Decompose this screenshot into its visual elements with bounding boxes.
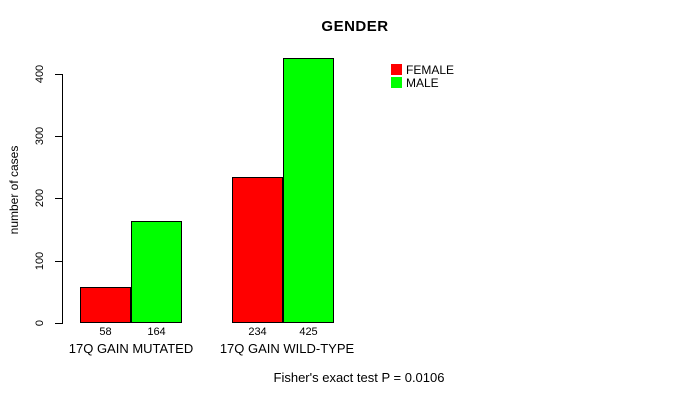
legend-label-male: MALE <box>406 76 439 90</box>
bar-female-2 <box>232 177 283 323</box>
y-tick-label: 300 <box>34 126 46 146</box>
bar-female-1 <box>80 287 131 323</box>
y-axis-title: number of cases <box>7 145 21 235</box>
y-tick <box>55 323 62 324</box>
legend-swatch-female <box>391 64 402 75</box>
bar-male-2 <box>283 58 334 323</box>
bar-value-label: 58 <box>99 326 112 338</box>
x-category-label: 17Q GAIN WILD-TYPE <box>219 341 355 356</box>
x-category-label: 17Q GAIN MUTATED <box>68 341 194 356</box>
bar-value-label: 164 <box>147 326 166 338</box>
y-tick <box>55 261 62 262</box>
y-tick <box>55 136 62 137</box>
bar-value-label: 425 <box>299 326 318 338</box>
legend-swatch-male <box>391 77 402 88</box>
y-tick-label: 400 <box>34 64 46 84</box>
chart-title: GENDER <box>321 18 389 35</box>
y-tick <box>55 198 62 199</box>
bar-male-1 <box>131 221 182 323</box>
y-tick-label: 100 <box>34 251 46 271</box>
y-tick <box>55 74 62 75</box>
y-tick-label: 0 <box>34 319 46 327</box>
pvalue-annotation: Fisher's exact test P = 0.0106 <box>273 370 445 385</box>
y-tick-label: 200 <box>34 188 46 208</box>
legend-label-female: FEMALE <box>406 63 455 77</box>
y-axis <box>62 74 63 324</box>
bar-value-label: 234 <box>248 326 267 338</box>
